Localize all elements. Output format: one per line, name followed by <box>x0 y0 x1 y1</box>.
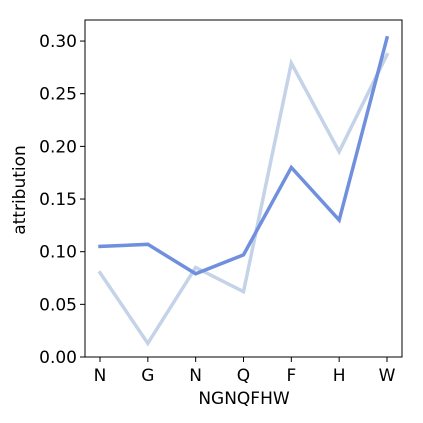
y-tick-label: 0.05 <box>39 295 77 315</box>
y-tick-label: 0.15 <box>39 190 77 210</box>
y-axis: 0.00 0.05 0.10 0.15 0.20 0.25 0.30 <box>39 32 85 368</box>
x-tick-label: G <box>141 366 154 386</box>
x-tick-label: N <box>94 366 107 386</box>
x-tick-label: W <box>379 366 396 386</box>
x-axis-label: NGNQFHW <box>198 389 290 409</box>
x-tick-label: F <box>286 366 296 386</box>
y-axis-label: attribution <box>10 145 30 235</box>
series-layer <box>97 35 390 347</box>
x-tick-label: H <box>333 366 346 386</box>
y-tick-label: 0.20 <box>39 137 77 157</box>
series-line-1 <box>97 52 390 347</box>
x-tick-label: N <box>189 366 202 386</box>
y-tick-label: 0.10 <box>39 243 77 263</box>
x-tick-label: Q <box>237 366 250 386</box>
y-tick-label: 0.25 <box>39 85 77 105</box>
series-line-2 <box>98 35 390 276</box>
y-tick-label: 0.00 <box>39 348 77 368</box>
y-tick-label: 0.30 <box>39 32 77 52</box>
plot-frame <box>84 19 403 358</box>
plot-area <box>84 19 403 358</box>
